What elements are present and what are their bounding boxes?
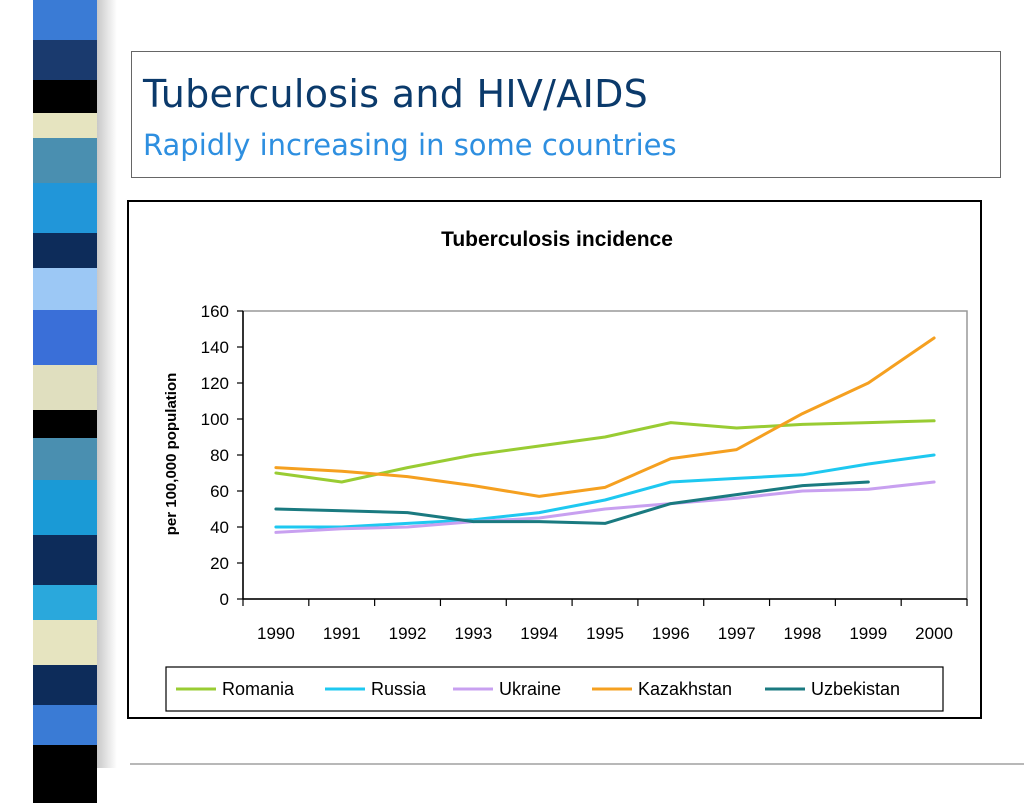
legend-label-romania: Romania [222,679,295,699]
title-box: Tuberculosis and HIV/AIDS Rapidly increa… [131,51,1001,178]
series-line-romania [274,419,936,484]
stripe-band [33,80,97,113]
stripe-band [33,0,97,40]
x-tick-label: 1993 [454,624,492,643]
y-tick-label: 160 [201,302,229,321]
x-tick-label: 1991 [323,624,361,643]
stripe-band [33,183,97,233]
tb-incidence-chart: Tuberculosis incidence per 100,000 popul… [163,228,968,712]
x-tick-label: 1996 [652,624,690,643]
stripe-band [33,438,97,480]
x-tick-label: 1994 [520,624,558,643]
plot-area [242,310,968,600]
stripe-band [33,620,97,665]
stripe-band [33,138,97,183]
series-line-uzbekistan [274,480,870,525]
stripe-band [33,705,97,745]
footer-rule [130,763,1024,765]
stripe-band [33,535,97,585]
x-tick-label: 1992 [389,624,427,643]
stripe-band [33,268,97,310]
chart-container: Tuberculosis incidence per 100,000 popul… [127,200,982,719]
y-tick-label: 120 [201,374,229,393]
legend-label-russia: Russia [371,679,427,699]
stripe-band [33,40,97,80]
x-tick-label: 1997 [718,624,756,643]
x-tick-label: 2000 [915,624,953,643]
stripe-band [33,410,97,438]
y-tick-label: 140 [201,338,229,357]
stripe-band [33,310,97,365]
stripe-shadow [97,0,117,768]
y-axis-label: per 100,000 population [163,373,180,536]
x-tick-label: 1999 [849,624,887,643]
legend-label-uzbekistan: Uzbekistan [811,679,900,699]
series-line-kazakhstan [274,336,936,498]
y-tick-label: 100 [201,410,229,429]
y-tick-label: 60 [210,482,229,501]
legend-label-ukraine: Ukraine [499,679,561,699]
legend-box [165,666,944,712]
x-tick-label: 1995 [586,624,624,643]
stripe-band [33,113,97,138]
y-tick-label: 40 [210,518,229,537]
slide-title: Tuberculosis and HIV/AIDS [143,72,649,116]
x-tick-label: 1998 [784,624,822,643]
y-tick-label: 0 [220,590,229,609]
chart-title: Tuberculosis incidence [441,228,673,251]
y-tick-label: 20 [210,554,229,573]
y-tick-label: 80 [210,446,229,465]
series-line-ukraine [274,480,936,534]
stripe-band [33,665,97,705]
stripe-band [33,745,97,803]
series-line-russia [274,453,936,529]
decorative-stripe [33,0,97,803]
stripe-band [33,585,97,620]
stripe-band [33,365,97,410]
x-tick-label: 1990 [257,624,295,643]
legend-label-kazakhstan: Kazakhstan [638,679,732,699]
stripe-band [33,233,97,268]
stripe-band [33,480,97,535]
slide-subtitle: Rapidly increasing in some countries [143,128,677,162]
